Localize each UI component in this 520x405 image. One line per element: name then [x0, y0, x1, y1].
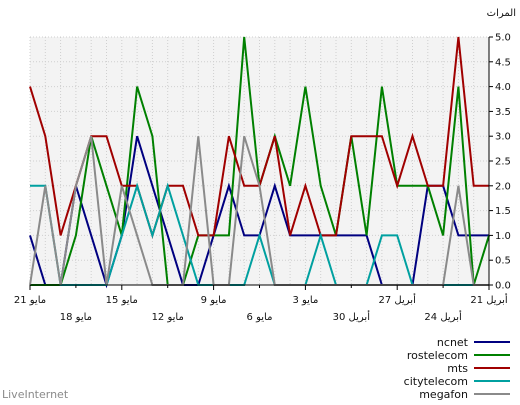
x-tick-label: 21 مايو — [14, 295, 46, 306]
x-tick-label: 12 مايو — [152, 312, 184, 323]
y-tick-label: 5.0 — [495, 33, 511, 44]
x-tick-label: 21 أبريل — [470, 293, 508, 306]
x-tick-label: 15 مايو — [106, 295, 138, 306]
y-tick-labels: 0.0 0.5 1.0 1.5 2.0 2.5 3.0 3.5 4.0 4.5 5.0 — [489, 33, 511, 292]
y-tick-label: 2.5 — [495, 157, 511, 168]
x-tick-label: 30 أبريل — [333, 310, 371, 323]
legend-label-citytelecom: citytelecom — [404, 375, 468, 388]
y-tick-label: 1.0 — [495, 231, 511, 242]
x-tick-label: 9 مايو — [201, 295, 227, 306]
y-tick-label: 2.0 — [495, 181, 511, 192]
y-tick-label: 1.5 — [495, 206, 511, 217]
x-tick-label: 6 مايو — [247, 312, 273, 323]
x-tick-labels: 21 أبريل 27 أبريل 3 مايو 9 مايو 15 مايو 21 ما… — [14, 285, 508, 323]
y-tick-label: 4.0 — [495, 82, 511, 93]
brand-label: LiveInternet — [2, 388, 69, 401]
x-tick-label: 24 أبريل — [424, 310, 462, 323]
y-tick-label: 3.0 — [495, 132, 511, 143]
y-tick-label: 0.5 — [495, 256, 511, 267]
y-tick-label: 4.5 — [495, 57, 511, 68]
legend-label-megafon: megafon — [419, 388, 468, 401]
y-axis-label: المرات — [487, 8, 516, 19]
x-tick-label: 18 مايو — [60, 312, 92, 323]
x-tick-label: 3 مايو — [292, 295, 318, 306]
grid — [29, 36, 490, 286]
legend-label-ncnet: ncnet — [437, 336, 469, 349]
y-tick-label: 3.5 — [495, 107, 511, 118]
x-tick-label: 27 أبريل — [379, 293, 417, 306]
legend-label-mts: mts — [447, 362, 468, 375]
legend-label-rostelecom: rostelecom — [407, 349, 468, 362]
y-tick-label: 0.0 — [495, 281, 511, 292]
